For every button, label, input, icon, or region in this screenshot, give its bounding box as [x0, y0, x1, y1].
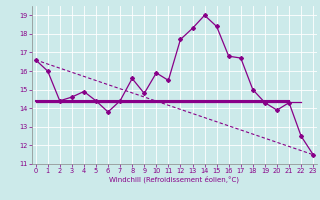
X-axis label: Windchill (Refroidissement éolien,°C): Windchill (Refroidissement éolien,°C) [109, 176, 239, 183]
